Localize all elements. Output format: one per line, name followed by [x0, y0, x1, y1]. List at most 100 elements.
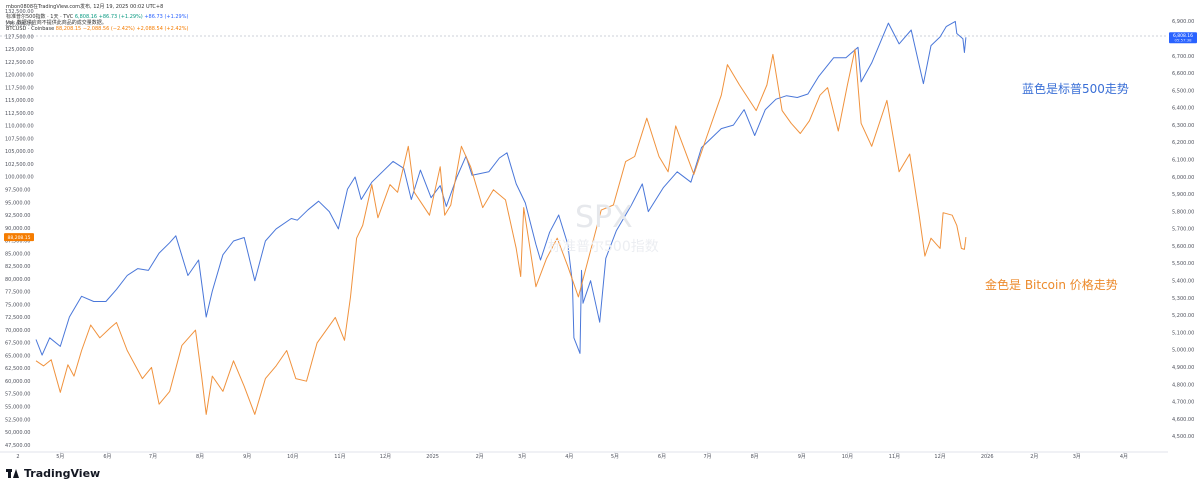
right-axis-tick-label: 4,800.00: [1172, 382, 1194, 388]
right-axis-tick-label: 5,600.00: [1172, 244, 1194, 250]
time-axis-tick-label: 4月: [565, 454, 573, 460]
series-line-btc: [35, 48, 967, 415]
left-axis-tick-label: 120,000.00: [5, 73, 34, 79]
left-axis-tick-label: 107,500.00: [5, 136, 34, 142]
spx-legend-change: +86.73 (+1.29%): [98, 14, 143, 20]
left-axis-tick-label: 97,500.00: [5, 188, 30, 194]
right-axis-tick-label: 6,000.00: [1172, 175, 1194, 181]
right-axis-tick-label: 6,200.00: [1172, 140, 1194, 146]
btc-legend-name: BTCUSD · Coinbase: [6, 26, 55, 32]
symbol-watermark: SPX: [575, 200, 633, 235]
symbol-watermark-subtitle: 标准普尔500指数: [548, 239, 659, 255]
time-axis-tick-label: 5月: [56, 454, 64, 460]
right-axis-tick-label: 4,500.00: [1172, 434, 1194, 440]
time-axis-tick-label: 3月: [518, 454, 526, 460]
right-axis-tick-label: 6,700.00: [1172, 54, 1194, 60]
left-axis-tick-label: 67,500.00: [5, 341, 30, 347]
btc-legend-price: 88,208.15: [55, 26, 82, 32]
right-axis-tick-label: 5,000.00: [1172, 348, 1194, 354]
btc-legend-change2: +2,088.54 (+2.42%): [136, 26, 189, 32]
left-axis-tick-label: 127,500.00: [5, 34, 34, 40]
left-axis-tick-label: 102,500.00: [5, 162, 34, 168]
left-axis-tick-label: 117,500.00: [5, 85, 34, 91]
tradingview-brand: TradingView: [24, 467, 101, 480]
left-axis-tick-label: 55,000.00: [5, 405, 30, 411]
time-axis-tick-label: 8月: [751, 454, 759, 460]
time-axis-tick-label: 12月: [380, 454, 391, 460]
left-axis-tick-label: 77,500.00: [5, 290, 30, 296]
spx-legend-price: 6,808.16: [74, 14, 98, 20]
time-axis-tick-label: 2月: [476, 454, 484, 460]
volume-legend: Vol: 数据供应商不提供此商品的成交量数据。: [6, 20, 107, 26]
time-axis-tick-label: 10月: [842, 454, 853, 460]
left-axis-tick-label: 62,500.00: [5, 366, 30, 372]
time-axis-tick-label: 4月: [1120, 454, 1128, 460]
time-axis-tick-label: 9月: [243, 454, 251, 460]
right-axis-tick-label: 6,600.00: [1172, 71, 1194, 77]
left-axis-tick-label: 70,000.00: [5, 328, 30, 334]
left-axis-tick-label: 57,500.00: [5, 392, 30, 398]
right-axis-tick-label: 5,500.00: [1172, 261, 1194, 267]
left-axis-tick-label: 92,500.00: [5, 213, 30, 219]
right-axis-tick-label: 5,800.00: [1172, 209, 1194, 215]
right-axis-tick-label: 6,500.00: [1172, 88, 1194, 94]
left-axis-tick-label: 75,000.00: [5, 302, 30, 308]
btc-annotation: 金色是 Bitcoin 价格走势: [985, 278, 1118, 292]
left-axis-tick-label: 125,000.00: [5, 47, 34, 53]
time-axis-tick-label: 6月: [103, 454, 111, 460]
time-axis-tick-label: 2025: [426, 454, 439, 460]
left-axis-tick-label: 87,500.00: [5, 239, 30, 245]
time-axis-tick-label: 11月: [334, 454, 345, 460]
left-axis-tick-label: 122,500.00: [5, 60, 34, 66]
spx-price-tag-time: 05:57:38: [1174, 37, 1192, 42]
left-axis-tick-label: 112,500.00: [5, 111, 34, 117]
left-axis-tick-label: 130,000.00: [5, 22, 34, 28]
time-axis-tick-label: 8月: [196, 454, 204, 460]
left-axis-tick-label: 82,500.00: [5, 264, 30, 270]
left-axis-tick-label: 110,000.00: [5, 124, 34, 130]
spx-legend[interactable]: 标准普尔500指数 · 1天 · TVC 6,808.16 +86.73 (+1…: [6, 14, 188, 20]
series-line-spx: [35, 20, 967, 356]
time-axis-tick-label: 2026: [981, 454, 994, 460]
spx-legend-name: 标准普尔500指数 · 1天 · TVC: [6, 14, 74, 20]
time-axis-edge-label: 2: [16, 454, 19, 460]
right-axis-tick-label: 6,100.00: [1172, 158, 1194, 164]
time-axis-tick-label: 10月: [287, 454, 298, 460]
left-axis-tick-label: 105,000.00: [5, 149, 34, 155]
right-axis-tick-label: 6,300.00: [1172, 123, 1194, 129]
left-axis-tick-label: 52,500.00: [5, 417, 30, 423]
left-axis-tick-label: 100,000.00: [5, 175, 34, 181]
right-axis-tick-label: 5,700.00: [1172, 227, 1194, 233]
series-group: [35, 20, 967, 415]
right-axis-tick-label: 6,400.00: [1172, 106, 1194, 112]
publish-line: mbon0808在TradingView.com发布, 12月 19, 2025…: [6, 4, 164, 10]
time-axis-tick-label: 2月: [1030, 454, 1038, 460]
right-axis: 6,900.006,800.006,700.006,600.006,500.00…: [1172, 19, 1194, 440]
left-axis-tick-label: 72,500.00: [5, 315, 30, 321]
btc-price-tag-label: 88,208.15: [8, 235, 31, 241]
time-axis-tick-label: 12月: [934, 454, 945, 460]
btc-legend-change: −2,088.56 (−2.42%): [82, 26, 135, 32]
left-axis-tick-label: 50,000.00: [5, 430, 30, 436]
left-axis-tick-label: 47,500.00: [5, 443, 30, 449]
left-axis-tick-label: 65,000.00: [5, 353, 30, 359]
left-axis-tick-label: 85,000.00: [5, 251, 30, 257]
time-axis-tick-label: 6月: [658, 454, 666, 460]
left-axis-tick-label: 90,000.00: [5, 226, 30, 232]
btc-legend[interactable]: BTCUSD · Coinbase 88,208.15 −2,088.56 (−…: [6, 26, 188, 32]
time-axis-tick-label: 7月: [149, 454, 157, 460]
right-axis-tick-label: 5,300.00: [1172, 296, 1194, 302]
right-axis-tick-label: 5,200.00: [1172, 313, 1194, 319]
tradingview-logo-icon: [6, 469, 20, 478]
spx-price-tag-label: 6,808.16: [1173, 33, 1193, 39]
time-axis-tick-label: 9月: [798, 454, 806, 460]
right-axis-tick-label: 5,400.00: [1172, 279, 1194, 285]
right-axis-tick-label: 4,600.00: [1172, 417, 1194, 423]
btc-price-tag: [4, 233, 34, 242]
tradingview-logo[interactable]: TradingView: [6, 467, 100, 480]
spx-price-tag: [1169, 32, 1197, 44]
time-axis: 5月 6月 7月 8月 9月 10月 11月 12月 2025 2月 3月 4月 5月 6月 7月 8月 9月 1…: [16, 454, 1128, 460]
right-axis-tick-label: 4,900.00: [1172, 365, 1194, 371]
